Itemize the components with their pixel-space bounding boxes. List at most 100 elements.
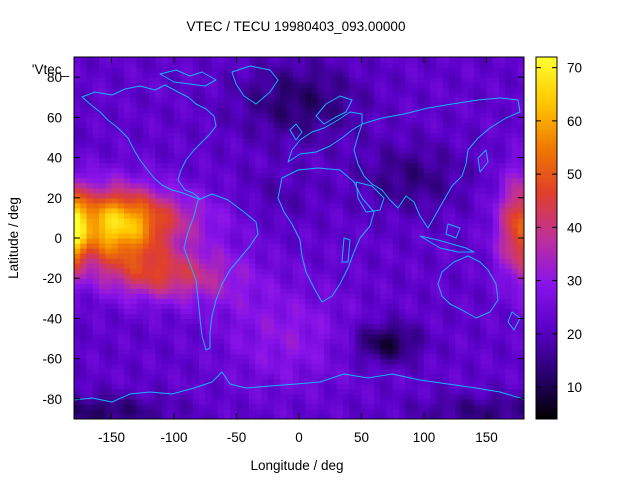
heatmap-cell <box>492 112 500 118</box>
heatmap-cell <box>399 137 406 144</box>
heatmap-cell <box>367 363 375 370</box>
heatmap-cell <box>280 57 288 63</box>
heatmap-cell <box>80 273 88 279</box>
heatmap-cell <box>399 268 406 274</box>
heatmap-cell <box>167 283 175 289</box>
heatmap-cell <box>330 177 338 184</box>
heatmap-cell <box>136 142 144 149</box>
heatmap-cell <box>86 293 94 299</box>
heatmap-cell <box>330 358 338 365</box>
heatmap-cell <box>292 112 300 118</box>
heatmap-cell <box>336 288 344 294</box>
heatmap-cell <box>486 97 494 103</box>
heatmap-cell <box>130 338 138 345</box>
heatmap-cell <box>317 363 325 370</box>
heatmap-cell <box>267 318 275 325</box>
heatmap-cell <box>86 132 94 139</box>
heatmap-cell <box>330 127 338 134</box>
heatmap-cell <box>230 57 238 63</box>
heatmap-cell <box>324 132 331 139</box>
heatmap-cell <box>430 197 438 204</box>
heatmap-cell <box>249 167 256 174</box>
heatmap-cell <box>92 217 100 224</box>
heatmap-cell <box>92 313 100 320</box>
heatmap-cell <box>349 378 356 385</box>
heatmap-cell <box>311 222 319 229</box>
heatmap-cell <box>480 157 488 164</box>
heatmap-cell <box>305 207 313 214</box>
heatmap-cell <box>499 328 506 335</box>
heatmap-cell <box>299 137 306 144</box>
heatmap-cell <box>467 192 475 199</box>
heatmap-cell <box>267 388 275 395</box>
heatmap-cell <box>261 97 269 103</box>
heatmap-cell <box>474 273 481 279</box>
heatmap-cell <box>199 353 206 360</box>
heatmap-cell <box>386 147 394 154</box>
heatmap-cell <box>411 328 419 335</box>
heatmap-cell <box>299 162 306 169</box>
heatmap-cell <box>192 263 200 269</box>
heatmap-cell <box>392 227 400 234</box>
heatmap-cell <box>411 137 419 144</box>
heatmap-cell <box>324 182 331 189</box>
heatmap-cell <box>355 283 363 289</box>
heatmap-cell <box>199 132 206 139</box>
heatmap-cell <box>74 248 81 254</box>
heatmap-cell <box>192 102 200 108</box>
heatmap-cell <box>430 403 438 410</box>
heatmap-cell <box>380 137 388 144</box>
heatmap-cell <box>230 283 238 289</box>
heatmap-cell <box>436 157 444 164</box>
heatmap-cell <box>455 162 463 169</box>
heatmap-cell <box>274 127 281 134</box>
heatmap-cell <box>324 398 331 405</box>
heatmap-cell <box>86 393 94 400</box>
heatmap-cell <box>342 87 350 93</box>
heatmap-cell <box>374 388 381 395</box>
heatmap-cell <box>355 107 363 113</box>
heatmap-cell <box>199 243 206 249</box>
heatmap-cell <box>449 313 456 320</box>
heatmap-cell <box>161 333 169 340</box>
heatmap-cell <box>336 122 344 128</box>
heatmap-cell <box>267 207 275 214</box>
heatmap-cell <box>174 303 181 309</box>
heatmap-cell <box>480 167 488 174</box>
heatmap-cell <box>411 177 419 184</box>
heatmap-cell <box>130 162 138 169</box>
heatmap-cell <box>361 122 369 128</box>
heatmap-cell <box>161 182 169 189</box>
heatmap-cell <box>355 87 363 93</box>
heatmap-cell <box>355 192 363 199</box>
heatmap-cell <box>399 227 406 234</box>
heatmap-cell <box>311 243 319 249</box>
heatmap-cell <box>480 393 488 400</box>
heatmap-cell <box>349 333 356 340</box>
heatmap-cell <box>280 212 288 219</box>
heatmap-cell <box>99 207 106 214</box>
heatmap-cell <box>317 212 325 219</box>
heatmap-cell <box>486 152 494 159</box>
heatmap-cell <box>174 258 181 264</box>
heatmap-cell <box>505 298 513 304</box>
heatmap-cell <box>380 222 388 229</box>
heatmap-cell <box>492 368 500 375</box>
heatmap-cell <box>230 348 238 355</box>
heatmap-cell <box>336 177 344 184</box>
heatmap-cell <box>292 187 300 194</box>
heatmap-cell <box>217 57 225 63</box>
heatmap-cell <box>236 293 244 299</box>
heatmap-cell <box>492 263 500 269</box>
heatmap-cell <box>392 147 400 154</box>
heatmap-cell <box>330 388 338 395</box>
heatmap-cell <box>380 102 388 108</box>
heatmap-cell <box>399 57 406 63</box>
heatmap-cell <box>255 87 263 93</box>
heatmap-cell <box>180 202 188 209</box>
heatmap-cell <box>186 77 194 83</box>
heatmap-cell <box>161 122 169 128</box>
heatmap-cell <box>230 308 238 315</box>
heatmap-cell <box>336 338 344 345</box>
heatmap-cell <box>436 222 444 229</box>
